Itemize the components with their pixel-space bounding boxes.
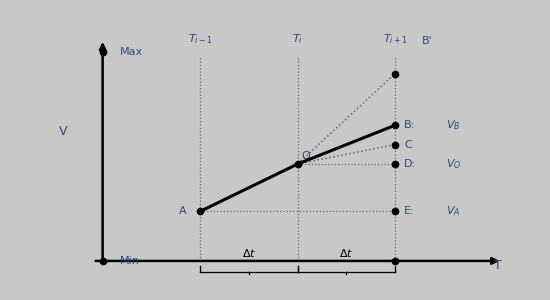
Text: C: C xyxy=(404,140,411,150)
Text: $V_A$: $V_A$ xyxy=(446,205,461,218)
Text: $T_{i+1}$: $T_{i+1}$ xyxy=(383,32,408,46)
Text: $V_O$: $V_O$ xyxy=(446,157,461,171)
Text: O: O xyxy=(301,151,310,161)
Text: E:: E: xyxy=(404,206,415,216)
Text: Min: Min xyxy=(120,256,140,266)
Text: $T_{i-1}$: $T_{i-1}$ xyxy=(188,32,212,46)
Text: $V_B$: $V_B$ xyxy=(446,118,461,132)
Text: Max: Max xyxy=(120,47,143,57)
Text: $\Delta t$: $\Delta t$ xyxy=(339,247,354,259)
Text: B': B' xyxy=(422,35,433,46)
Text: V: V xyxy=(59,125,68,138)
Text: $\Delta t$: $\Delta t$ xyxy=(241,247,256,259)
Text: A: A xyxy=(179,206,186,216)
Text: T: T xyxy=(494,259,502,272)
Text: $T_i$: $T_i$ xyxy=(292,32,303,46)
Text: D:: D: xyxy=(404,159,416,169)
Text: B:: B: xyxy=(404,120,415,130)
